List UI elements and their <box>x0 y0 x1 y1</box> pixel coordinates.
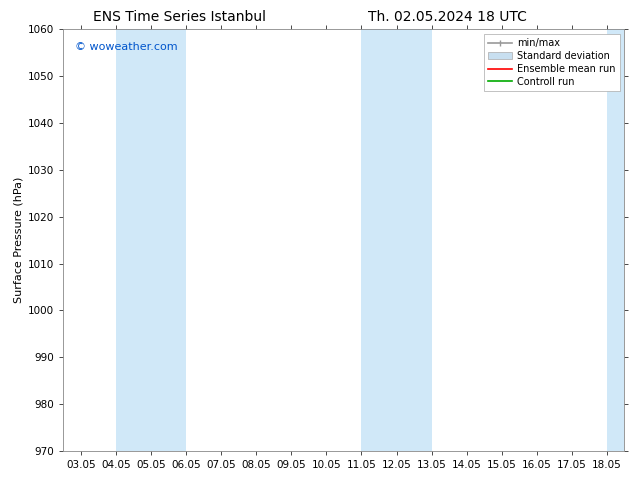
Bar <box>361 29 432 451</box>
Text: Th. 02.05.2024 18 UTC: Th. 02.05.2024 18 UTC <box>368 10 527 24</box>
Legend: min/max, Standard deviation, Ensemble mean run, Controll run: min/max, Standard deviation, Ensemble me… <box>484 34 619 91</box>
Bar <box>607 29 624 451</box>
Y-axis label: Surface Pressure (hPa): Surface Pressure (hPa) <box>14 177 24 303</box>
Bar <box>116 29 186 451</box>
Text: © woweather.com: © woweather.com <box>75 42 178 52</box>
Text: ENS Time Series Istanbul: ENS Time Series Istanbul <box>93 10 266 24</box>
